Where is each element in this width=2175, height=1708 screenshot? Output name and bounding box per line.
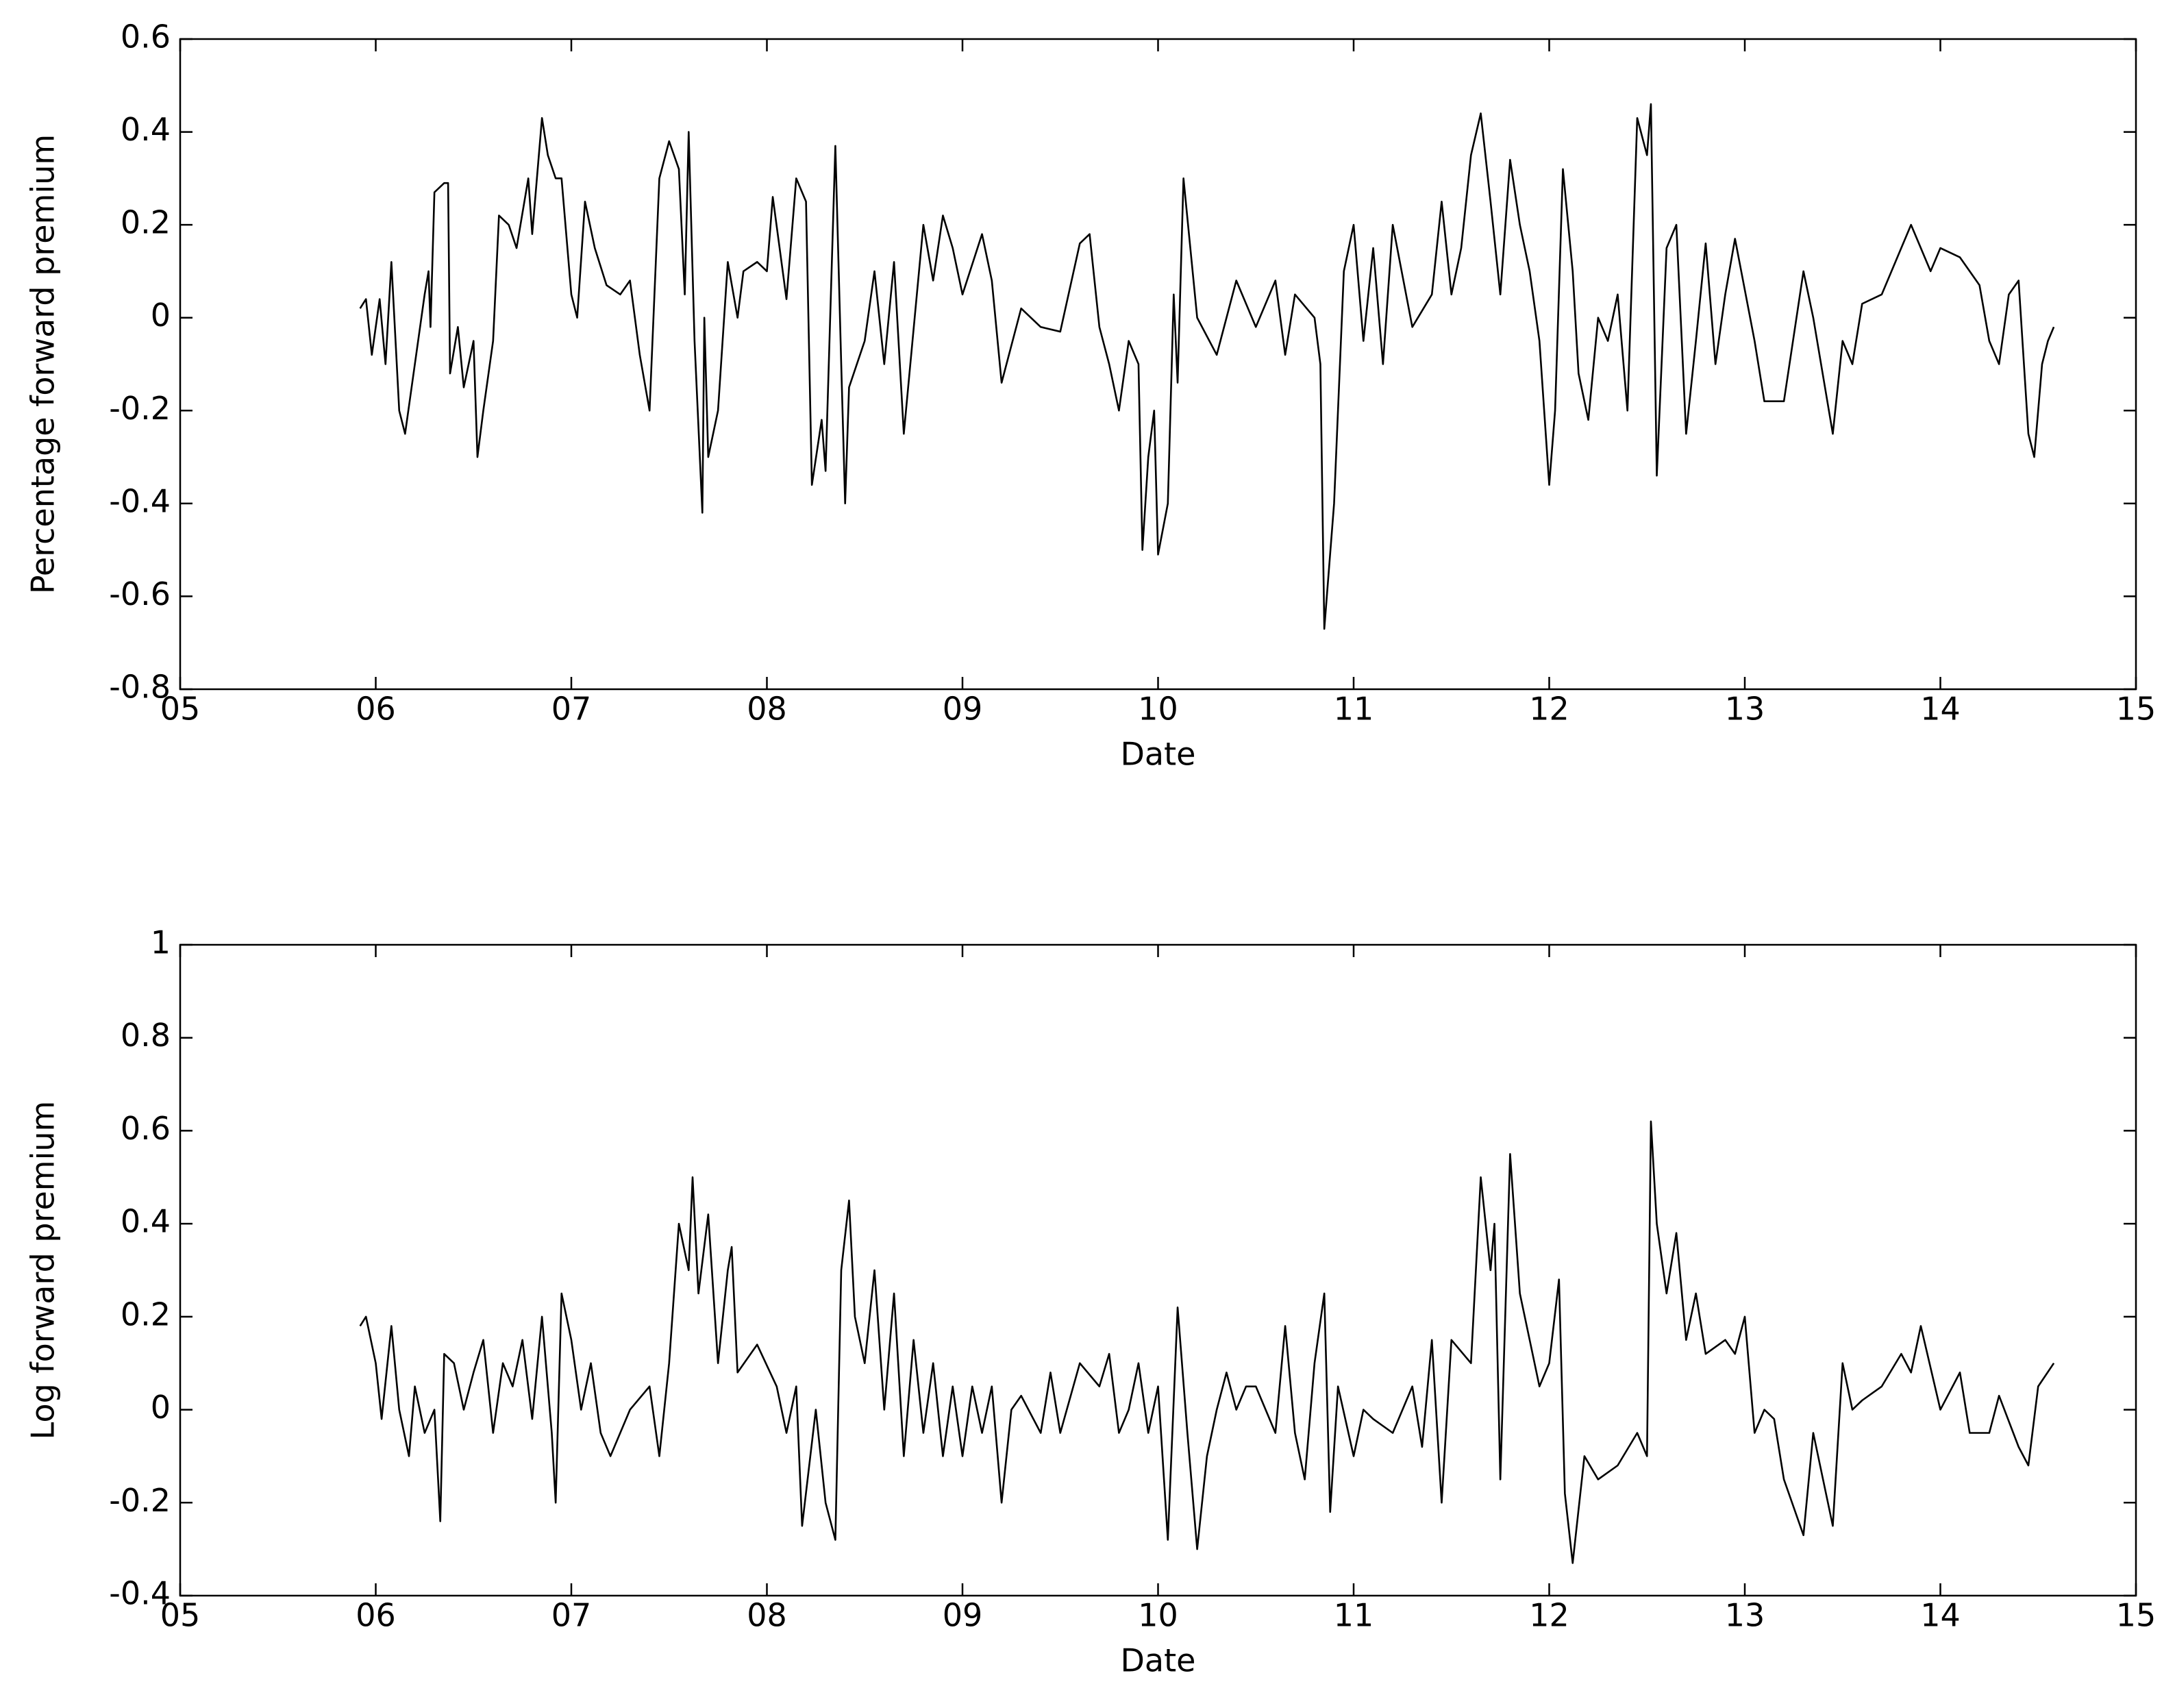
y-tick-label: 0 (151, 297, 171, 334)
y-tick-label: 0.6 (121, 1110, 171, 1147)
x-tick-label: 09 (943, 1597, 983, 1634)
y-tick-label: 0.2 (121, 1296, 171, 1333)
x-axis-label: Date (1121, 1642, 1196, 1679)
x-tick-label: 05 (160, 691, 201, 728)
plot-frame (179, 943, 2137, 1597)
x-tick-label: 07 (551, 691, 592, 728)
x-tick-label: 15 (2116, 691, 2157, 728)
y-tick-label: -0.8 (109, 669, 171, 706)
x-tick-label: 10 (1138, 691, 1178, 728)
x-tick-label: 08 (747, 1597, 787, 1634)
y-tick-label: 0 (151, 1389, 171, 1426)
y-axis-label: Percentage forward premium (25, 134, 62, 594)
x-tick-label: 13 (1725, 691, 1765, 728)
y-axis-label: Log forward premium (25, 1101, 62, 1440)
y-tick-label: 0.6 (121, 18, 171, 55)
x-tick-label: 15 (2116, 1597, 2157, 1634)
data-line (359, 103, 2055, 630)
y-tick-label: -0.4 (109, 482, 171, 519)
y-tick-label: -0.2 (109, 1482, 171, 1519)
y-tick-label: -0.6 (109, 575, 171, 612)
y-tick-label: 0.4 (121, 111, 171, 148)
x-tick-label: 12 (1529, 1597, 1569, 1634)
x-tick-label: 06 (356, 1597, 396, 1634)
y-tick-label: 0.8 (121, 1017, 171, 1054)
data-line (359, 1120, 2055, 1564)
x-tick-label: 10 (1138, 1597, 1178, 1634)
x-tick-label: 07 (551, 1597, 592, 1634)
x-tick-label: 11 (1334, 691, 1374, 728)
x-tick-label: 11 (1334, 1597, 1374, 1634)
x-tick-label: 14 (1920, 691, 1961, 728)
x-tick-label: 12 (1529, 691, 1569, 728)
y-tick-label: -0.4 (109, 1575, 171, 1612)
x-tick-label: 14 (1920, 1597, 1961, 1634)
x-axis-label: Date (1121, 736, 1196, 773)
x-tick-label: 06 (356, 691, 396, 728)
y-tick-label: -0.2 (109, 390, 171, 427)
y-tick-label: 0.4 (121, 1203, 171, 1240)
x-tick-label: 13 (1725, 1597, 1765, 1634)
y-tick-label: 1 (151, 924, 171, 961)
x-tick-label: 09 (943, 691, 983, 728)
x-tick-label: 08 (747, 691, 787, 728)
y-tick-label: 0.2 (121, 204, 171, 241)
x-tick-label: 05 (160, 1597, 201, 1634)
